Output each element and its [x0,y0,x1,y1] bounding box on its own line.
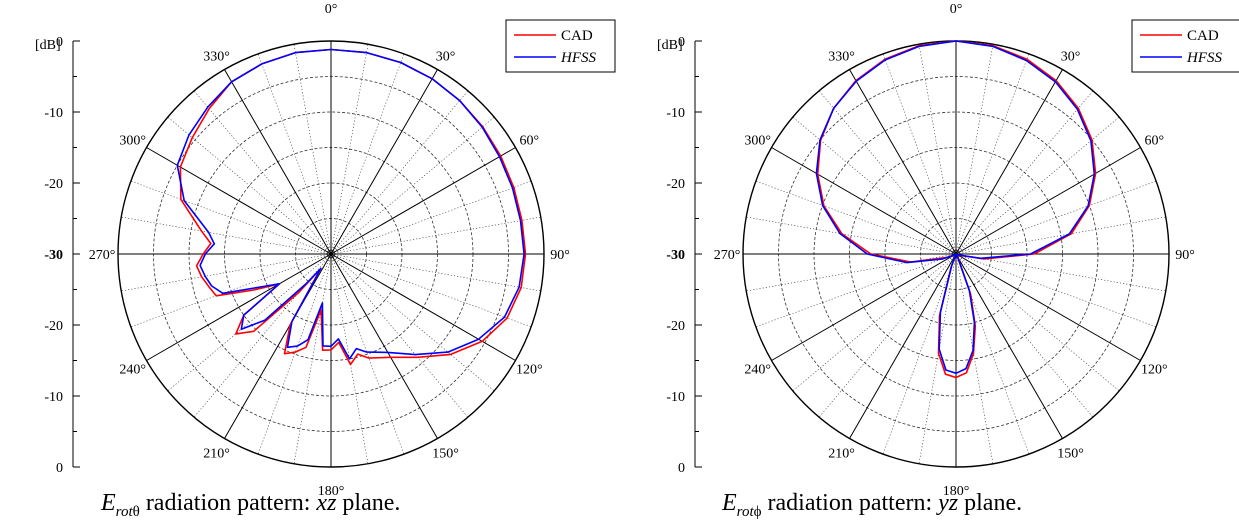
grid-spoke-major [771,147,957,255]
grid-spoke-major [330,147,516,255]
radial-tick-label: -10 [44,106,63,121]
caption-right: Erotϕ radiation pattern: yz plane. [722,490,1022,521]
series-line-cad [179,48,527,366]
angle-label: 270° [714,248,741,263]
angle-label: 60° [520,134,540,149]
radial-tick-label: -20 [44,319,63,334]
legend-label: CAD [561,28,593,44]
caption-tail: plane. [336,490,401,516]
caption-sub-prefix: rot [115,503,133,520]
radial-tick-label: 0 [678,35,685,50]
outer-circle [117,40,545,468]
angle-label: 150° [1057,446,1084,461]
grid-spoke-minor [955,44,994,255]
caption-sub-prefix: rot [736,503,754,520]
caption-text: radiation pattern: [139,490,317,516]
angle-label: 0° [950,2,963,17]
series-line-hfss [176,48,525,360]
grid-spoke-major [955,147,1141,255]
caption-tail: plane. [958,490,1023,516]
caption-field: E [101,490,116,516]
grid-spoke-minor [955,253,1120,392]
grid-spoke-minor [330,253,495,392]
radial-tick-label: 0 [56,461,63,476]
grid-spoke-minor [167,253,332,392]
grid-spoke-minor [955,53,1030,255]
grid-spoke-major [224,69,332,255]
radial-tick-label: -10 [666,106,685,121]
radial-tick-label: -10 [666,390,685,405]
series-line-hfss [815,40,1096,375]
grid-spoke-minor [330,253,405,455]
grid-spoke-major [849,69,957,255]
grid-spoke-major [955,253,1063,439]
radial-tick-label: 0 [56,35,63,50]
grid-spoke-major [224,253,332,439]
grid-spoke-major [849,253,957,439]
radial-tick-label: -20 [666,319,685,334]
grid-spoke-major [330,253,516,361]
grid-spoke-major [330,69,438,255]
angle-label: 90° [550,248,570,263]
grid-spoke-minor [257,253,332,455]
angle-label: 0° [325,2,338,17]
radial-tick-label: -20 [44,177,63,192]
grid-spoke-minor [882,53,957,255]
legend-label: HFSS [560,50,596,66]
grid-spoke-major [771,253,957,361]
caption-left: Erotθ radiation pattern: xz plane. [101,490,400,521]
legend-box [505,19,616,73]
angle-label: 30° [1061,50,1081,65]
caption-sub: rotθ [116,504,140,520]
grid-spoke-minor [792,253,957,392]
angle-label: 60° [1145,134,1165,149]
angle-label: 210° [828,446,855,461]
polar-chart-1: 0° 30° 60° 90° 120° 150° 180° 210° 240° 270° 300° 3… [35,2,616,499]
grid-spoke-minor [330,53,405,255]
series-line-cad [816,40,1097,379]
unit-label: [dB] [35,38,61,53]
caption-text: radiation pattern: [761,490,939,516]
caption-sub: rotϕ [737,504,762,520]
angle-label: 240° [119,363,146,378]
radial-tick-label: -30 [44,248,63,263]
polar-chart-2: 0° 30° 60° 90° 120° 150° 180° 210° 240° 270° 300° 3… [657,2,1239,499]
legend-box [1131,19,1239,73]
angle-label: 120° [516,363,543,378]
caption-sub-symbol: ϕ [753,503,762,520]
angle-label: 300° [119,134,146,149]
angle-label: 120° [1141,363,1168,378]
angle-label: 150° [432,446,459,461]
angle-label: 330° [203,50,230,65]
caption-field: E [722,490,737,516]
angle-label: 270° [89,248,116,263]
angle-label: 240° [744,363,771,378]
angle-label: 330° [828,50,855,65]
angle-label: 210° [203,446,230,461]
grid-spoke-minor [330,44,369,255]
angle-label: 180° [943,484,970,499]
radial-tick-label: -20 [666,177,685,192]
radial-tick-label: -30 [666,248,685,263]
radial-tick-label: 0 [678,461,685,476]
angle-label: 180° [318,484,345,499]
grid-spoke-major [146,253,332,361]
unit-label: [dB] [657,38,683,53]
caption-plane: yz [938,490,959,516]
grid-spoke-minor [257,53,332,255]
radial-tick-label: -10 [44,390,63,405]
grid-spoke-major [330,253,438,439]
grid-spoke-major [955,69,1063,255]
legend-label: CAD [1187,28,1219,44]
grid-spoke-minor [955,253,994,464]
grid-spoke-major [955,253,1141,361]
angle-label: 30° [436,50,456,65]
angle-label: 90° [1175,248,1195,263]
angle-label: 300° [744,134,771,149]
grid-spoke-minor [882,253,957,455]
caption-sub-symbol: θ [132,503,140,520]
caption-plane: xz [316,490,337,516]
legend-label: HFSS [1186,50,1222,66]
